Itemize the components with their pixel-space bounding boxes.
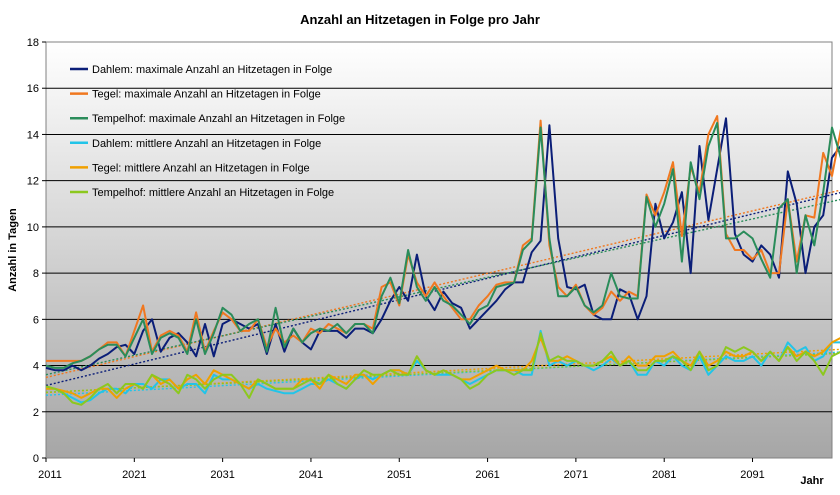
trendline-4 — [45, 351, 840, 396]
series-line-6 — [45, 332, 840, 406]
y-tick-label: 2 — [33, 407, 39, 419]
y-tick-label: 14 — [27, 129, 39, 141]
legend-label: Tempelhof: maximale Anzahl an Hitzetagen… — [92, 113, 345, 125]
trendline-6 — [45, 352, 840, 393]
y-tick-label: 16 — [27, 83, 39, 95]
series-lines — [45, 115, 840, 406]
x-axis: 2011 2021 2031 2041 2051 2061 2071 2081 2091 — [38, 458, 765, 481]
x-tick-label: 2081 — [652, 469, 676, 481]
plot-area — [45, 41, 833, 459]
x-tick-label: 2051 — [387, 469, 411, 481]
x-tick-label: 2041 — [299, 469, 323, 481]
y-axis: 0 2 4 6 8 10 12 14 16 18 — [27, 37, 46, 465]
series-line-4 — [46, 329, 840, 404]
y-tick-label: 18 — [27, 37, 39, 49]
x-tick-label: 2021 — [122, 469, 146, 481]
series-line-3 — [45, 121, 840, 369]
trendline-5 — [45, 348, 840, 394]
legend-label: Tegel: mittlere Anzahl an Hitzetagen in … — [92, 162, 310, 174]
gridlines — [46, 87, 832, 413]
y-tick-label: 0 — [33, 453, 39, 465]
legend: Dahlem: maximale Anzahl an Hitzetagen in… — [70, 64, 345, 199]
legend-label: Tempelhof: mittlere Anzahl an Hitzetagen… — [92, 187, 334, 199]
y-tick-label: 4 — [33, 361, 39, 373]
x-tick-label: 2031 — [210, 469, 234, 481]
x-tick-label: 2071 — [564, 469, 588, 481]
y-axis-label: Anzahl in Tagen — [7, 208, 19, 292]
x-tick-label: 2091 — [740, 469, 764, 481]
trendline-1 — [45, 192, 840, 387]
trendline-2 — [45, 189, 840, 379]
x-axis-label: Jahr — [800, 475, 824, 487]
y-tick-label: 6 — [33, 314, 39, 326]
y-tick-label: 8 — [33, 268, 39, 280]
legend-label: Dahlem: mittlere Anzahl an Hitzetagen in… — [92, 138, 321, 150]
x-tick-label: 2061 — [475, 469, 499, 481]
y-tick-label: 12 — [27, 176, 39, 188]
x-tick-label: 2011 — [38, 469, 62, 481]
legend-label: Tegel: maximale Anzahl an Hitzetagen in … — [92, 89, 321, 101]
chart-title: Anzahl an Hitzetagen in Folge pro Jahr — [300, 12, 540, 27]
y-tick-label: 10 — [27, 222, 39, 234]
legend-label: Dahlem: maximale Anzahl an Hitzetagen in… — [92, 64, 332, 76]
